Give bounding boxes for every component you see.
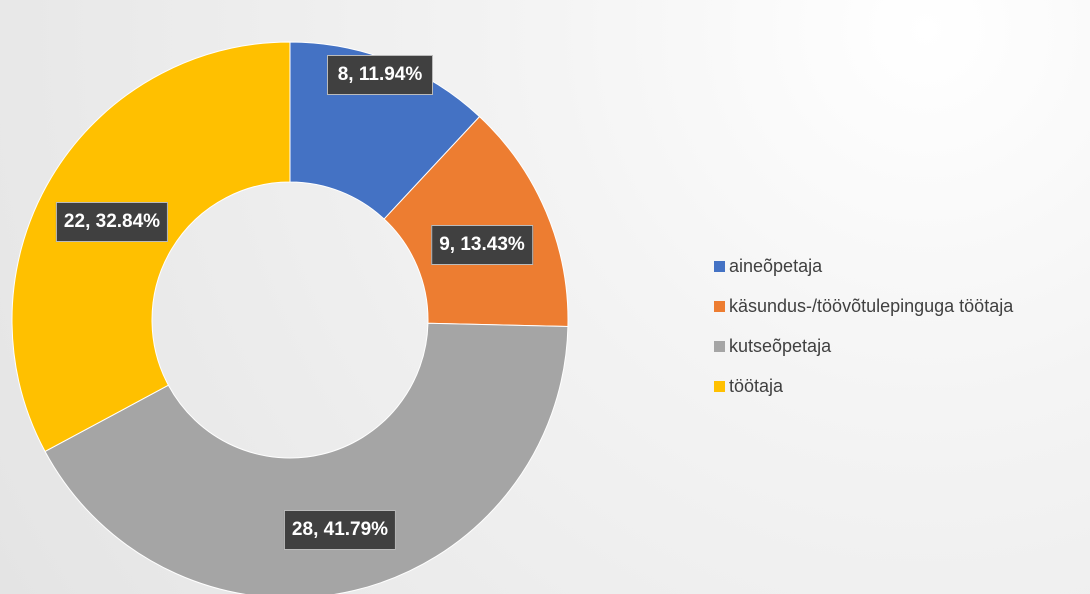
data-label: 8, 11.94% (327, 55, 433, 95)
data-label: 9, 13.43% (431, 225, 533, 265)
legend-item: aineõpetaja (714, 246, 1013, 286)
donut-slice (383, 115, 569, 328)
legend-label: aineõpetaja (729, 255, 823, 276)
legend-swatch (714, 340, 725, 352)
legend-swatch (714, 380, 725, 392)
donut-slice (44, 322, 569, 594)
legend-item: töötaja (714, 366, 1013, 406)
legend: aineõpetaja käsundus-/töövõtulepinguga tö… (714, 246, 1013, 406)
legend-label: käsundus-/töövõtulepinguga töötaja (729, 295, 1014, 316)
donut-slice (11, 41, 291, 453)
data-label: 22, 32.84% (55, 202, 169, 242)
legend-item: kutseõpetaja (714, 326, 1013, 366)
legend-label: töötaja (729, 375, 784, 396)
data-label: 28, 41.79% (283, 510, 397, 550)
legend-item: käsundus-/töövõtulepinguga töötaja (714, 286, 1013, 326)
legend-swatch (714, 260, 725, 272)
legend-label: kutseõpetaja (729, 335, 832, 356)
legend-swatch (714, 300, 725, 312)
